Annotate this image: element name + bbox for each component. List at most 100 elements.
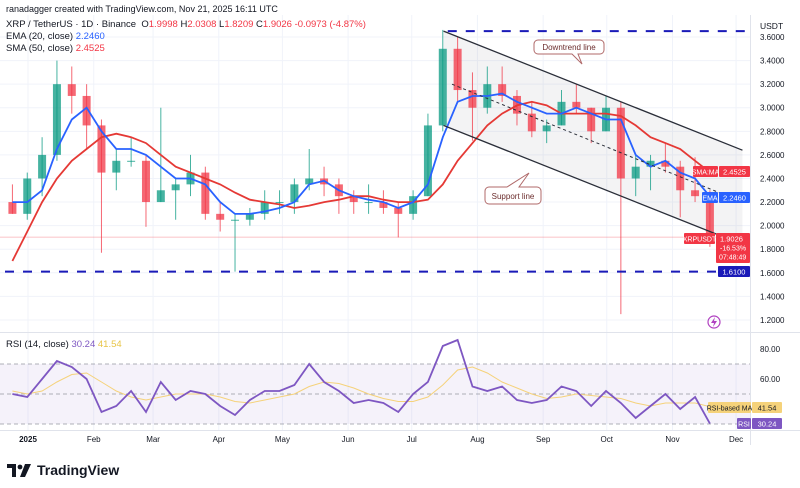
svg-text:30.24: 30.24: [758, 420, 777, 429]
channel-fill: [443, 31, 743, 245]
candle-body: [661, 160, 670, 167]
time-tick-label: 2025: [19, 435, 37, 444]
price-tick-label: 3.4000: [760, 57, 785, 66]
candle-body: [156, 190, 165, 203]
rsi-legend[interactable]: RSI (14, close) 30.24 41.54: [6, 339, 122, 350]
rsi-ma-badge: RSI-based MA 41.54: [707, 402, 782, 413]
price-tick-label: 1.6000: [760, 269, 785, 278]
candle-body: [127, 160, 136, 162]
downtrend-label: Downtrend line: [542, 43, 596, 52]
price-tick-label: 2.4000: [760, 174, 785, 183]
last-price-badge: XRPUSDT 1.9026 -16.53% 07:48:49: [683, 233, 750, 263]
candle-body: [542, 125, 551, 132]
candle-body: [97, 125, 106, 173]
svg-text:07:48:49: 07:48:49: [719, 255, 746, 262]
time-tick-label: Mar: [146, 435, 160, 444]
time-tick-label: Dec: [729, 435, 743, 444]
rsi-ma-line: [12, 366, 711, 408]
candle-body: [691, 190, 700, 197]
time-tick-label: Aug: [470, 435, 484, 444]
drawings[interactable]: [0, 30, 750, 273]
candle-body: [245, 213, 254, 220]
lightning-icon[interactable]: [707, 315, 721, 329]
price-tick-label: 2.8000: [760, 127, 785, 136]
symbol-legend: XRP / TetherUS · 1D · Binance O1.9998 H2…: [6, 19, 366, 30]
symbol-title[interactable]: XRP / TetherUS · 1D · Binance: [6, 19, 137, 30]
grid: [0, 15, 750, 430]
svg-text:XRPUSDT: XRPUSDT: [683, 237, 717, 244]
svg-text:RSI: RSI: [738, 422, 750, 429]
change-value: -0.0973 (-4.87%): [294, 19, 366, 30]
price-tick-label: 1.4000: [760, 292, 785, 301]
candle-body: [423, 125, 432, 197]
sma-legend[interactable]: SMA (50, close) 2.4525: [6, 43, 105, 54]
time-tick-label: Oct: [601, 435, 614, 444]
rsi-line: [12, 338, 711, 425]
candle-body: [23, 178, 32, 214]
currency-label: USDT: [760, 21, 784, 31]
svg-text:SMA:MA: SMA:MA: [692, 170, 720, 177]
time-tick-label: Apr: [213, 435, 226, 444]
sma-50-line: [11, 100, 711, 262]
svg-text:1.6100: 1.6100: [723, 268, 746, 277]
time-tick-label: Feb: [87, 435, 101, 444]
candle-body: [171, 184, 180, 191]
candle-body: [201, 172, 210, 214]
ema-20-line: [12, 92, 711, 215]
chart-credit: ranadagger created with TradingView.com,…: [6, 4, 278, 14]
ema-legend[interactable]: EMA (20, close) 2.2460: [6, 31, 105, 42]
candle-body: [631, 166, 640, 179]
candle-body: [38, 154, 47, 179]
candle-body: [349, 196, 358, 203]
svg-text:2.2460: 2.2460: [723, 194, 746, 203]
brand-name: TradingView: [37, 462, 120, 478]
price-tick-label: 3.6000: [760, 33, 785, 42]
candle-body: [379, 202, 388, 208]
candle-body: [260, 202, 269, 214]
sma-badge: SMA:MA 2.4525: [692, 166, 750, 177]
price-tick-label: 2.6000: [760, 151, 785, 160]
price-tick-label: 3.2000: [760, 80, 785, 89]
time-tick-label: Jun: [342, 435, 355, 444]
svg-text:1.9026: 1.9026: [720, 235, 743, 244]
candle-body: [290, 184, 299, 203]
open-value: 1.9998: [148, 19, 178, 30]
time-tick-label: May: [275, 435, 290, 444]
candle-body: [305, 178, 314, 185]
price-axis[interactable]: 3.6000 3.4000 3.2000 3.0000 2.8000 2.6000 2.40…: [760, 33, 785, 384]
candle-body: [275, 202, 284, 204]
downtrend-line: [443, 30, 743, 151]
support-level-badge: 1.6100: [718, 266, 750, 277]
time-tick-label: Nov: [665, 435, 679, 444]
support-line: [443, 124, 743, 246]
candle-body: [453, 48, 462, 91]
svg-text:41.54: 41.54: [758, 404, 777, 413]
price-tick-label: 1.8000: [760, 245, 785, 254]
tradingview-logo[interactable]: TradingView: [7, 462, 119, 478]
close-value: 1.9026: [262, 19, 292, 30]
candle-body: [82, 95, 91, 126]
support-label: Support line: [492, 192, 535, 201]
svg-text:RSI-based MA: RSI-based MA: [707, 406, 753, 413]
candle-body: [8, 202, 17, 214]
candle-body: [468, 90, 477, 108]
low-value: 1.8209: [224, 19, 254, 30]
time-tick-label: Sep: [536, 435, 551, 444]
candle-body: [364, 202, 373, 204]
candle-body: [141, 160, 150, 203]
price-tick-label: 1.2000: [760, 316, 785, 325]
downtrend-annotation[interactable]: Downtrend line: [533, 39, 605, 65]
candle-body: [67, 84, 76, 96]
svg-text:-16.53%: -16.53%: [720, 246, 746, 253]
candle-body: [646, 160, 655, 167]
price-tick-label: 2.2000: [760, 198, 785, 207]
time-axis[interactable]: 2025 Feb Mar Apr May Jun Jul Aug Sep Oct Nov Dec: [19, 435, 743, 444]
candle-body: [498, 84, 507, 96]
svg-text:2.4525: 2.4525: [723, 168, 746, 177]
rsi-badge: RSI 30.24: [737, 418, 782, 429]
svg-text:EMA: EMA: [702, 196, 718, 203]
candle-body: [572, 101, 581, 108]
candle-body: [231, 219, 240, 221]
support-annotation[interactable]: Support line: [484, 172, 542, 205]
